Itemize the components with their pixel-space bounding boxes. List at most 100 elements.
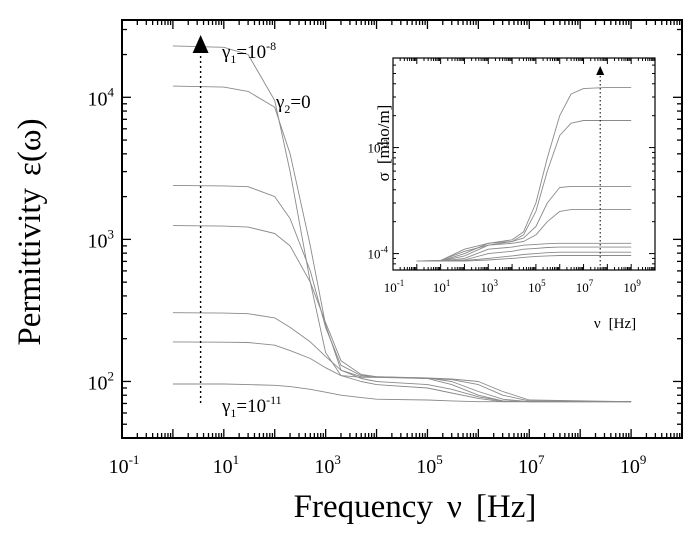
x-tick-base: 10: [433, 280, 446, 295]
annotation-exponent: -11: [266, 393, 282, 407]
y-axis-title: Permittivity: [12, 187, 48, 345]
inset-y-axis-symbol: σ: [374, 172, 393, 181]
x-tick-label: 105: [416, 452, 443, 478]
y-tick-exponent: -3: [381, 139, 389, 149]
x-axis-title: Frequency: [294, 489, 434, 525]
annotation-gamma1-top: γ1=10-8: [221, 39, 276, 66]
annotation-subscript: 1: [230, 52, 236, 66]
x-axis-unit: [Hz]: [476, 489, 536, 525]
x-tick-base: 10: [623, 280, 636, 295]
x-tick-label: 101: [213, 452, 240, 478]
inset-x-axis-label: ν [Hz]: [594, 316, 636, 332]
marker-arrow-head: [192, 35, 209, 53]
annotation-subscript: 2: [284, 102, 290, 116]
series-group: [416, 86, 632, 262]
series-group: [172, 45, 632, 403]
annotation-value: =10: [236, 396, 266, 417]
x-axis-label: Frequency ν [Hz]: [294, 489, 537, 525]
x-tick-base: 10: [528, 280, 541, 295]
annotation-value: =0: [290, 92, 310, 113]
series-line-8: [416, 255, 632, 262]
annotation-subscript: 1: [230, 406, 236, 420]
series-line-7: [416, 251, 632, 262]
x-tick-base: 10: [109, 456, 129, 478]
y-tick-base: 10: [88, 88, 108, 110]
inset-x-axis-symbol: ν: [594, 316, 601, 332]
series-line-1: [172, 45, 632, 403]
inset-marker-arrow-head: [596, 66, 605, 75]
y-tick-exponent: -4: [381, 245, 389, 255]
x-tick-base: 10: [518, 456, 538, 478]
y-tick-label: 10-3: [368, 139, 389, 156]
x-tick-base: 10: [481, 280, 494, 295]
x-tick-exponent: 3: [334, 452, 341, 467]
y-tick-label: 103: [88, 226, 115, 252]
x-tick-base: 10: [384, 280, 397, 295]
plot-frame: [121, 19, 683, 439]
x-tick-exponent: 5: [541, 278, 546, 288]
y-tick-base: 10: [368, 247, 381, 262]
x-tick-label: 10-1: [109, 452, 140, 478]
x-tick-base: 10: [416, 456, 436, 478]
series-line-4: [416, 209, 632, 262]
annotation-gamma2: γ2=0: [275, 92, 311, 116]
x-tick-label: 10-1: [384, 278, 405, 295]
x-tick-label: 105: [528, 278, 546, 295]
x-tick-label: 101: [433, 278, 451, 295]
y-tick-exponent: 2: [108, 368, 115, 383]
series-line-6: [416, 246, 632, 262]
y-tick-exponent: 4: [108, 84, 115, 99]
x-tick-base: 10: [314, 456, 334, 478]
annotation-value: =10: [236, 42, 266, 63]
x-tick-exponent: 7: [538, 452, 545, 467]
x-tick-exponent: 9: [640, 452, 647, 467]
y-axis-label: Permittivity ε(ω): [12, 118, 48, 345]
x-tick-exponent: 7: [589, 278, 594, 288]
y-tick-base: 10: [88, 372, 108, 394]
annotation-gamma1-bottom: γ1=10-11: [221, 393, 282, 420]
series-line-7: [172, 383, 632, 403]
axis-ticks: [392, 57, 656, 271]
inset-y-axis-unit: [mho/m]: [374, 105, 393, 165]
x-tick-exponent: 1: [446, 278, 451, 288]
x-tick-label: 107: [518, 452, 545, 478]
y-tick-label: 10-4: [368, 245, 389, 262]
x-tick-exponent: -1: [129, 452, 140, 467]
annotation-symbol: γ: [275, 92, 284, 113]
annotation-exponent: -8: [266, 39, 276, 53]
x-axis-symbol: ν: [447, 489, 462, 525]
x-tick-exponent: 5: [436, 452, 443, 467]
series-line-5: [416, 242, 632, 262]
x-tick-label: 103: [314, 452, 341, 478]
x-tick-base: 10: [620, 456, 640, 478]
annotation-symbol: γ: [221, 42, 230, 63]
series-line-6: [172, 341, 632, 403]
y-tick-base: 10: [88, 230, 108, 252]
x-tick-base: 10: [213, 456, 233, 478]
x-tick-label: 109: [620, 452, 647, 478]
y-tick-label: 104: [88, 84, 115, 110]
x-tick-exponent: 9: [636, 278, 641, 288]
y-tick-exponent: 3: [108, 226, 115, 241]
x-tick-label: 107: [576, 278, 594, 295]
series-line-4: [172, 225, 632, 403]
x-tick-exponent: -1: [397, 278, 405, 288]
y-tick-base: 10: [368, 141, 381, 156]
series-line-2: [416, 120, 632, 262]
x-tick-exponent: 1: [233, 452, 240, 467]
series-line-5: [172, 312, 632, 403]
x-tick-label: 103: [481, 278, 499, 295]
axis-ticks: [121, 20, 683, 439]
x-tick-exponent: 3: [494, 278, 499, 288]
series-line-1: [416, 86, 632, 262]
series-line-2: [172, 85, 632, 403]
y-tick-label: 102: [88, 368, 115, 394]
annotation-symbol: γ: [221, 396, 230, 417]
x-tick-label: 109: [623, 278, 641, 295]
inset-x-axis-unit: [Hz]: [609, 316, 636, 332]
series-line-3: [172, 184, 632, 403]
y-axis-symbol: ε(ω): [12, 118, 48, 176]
